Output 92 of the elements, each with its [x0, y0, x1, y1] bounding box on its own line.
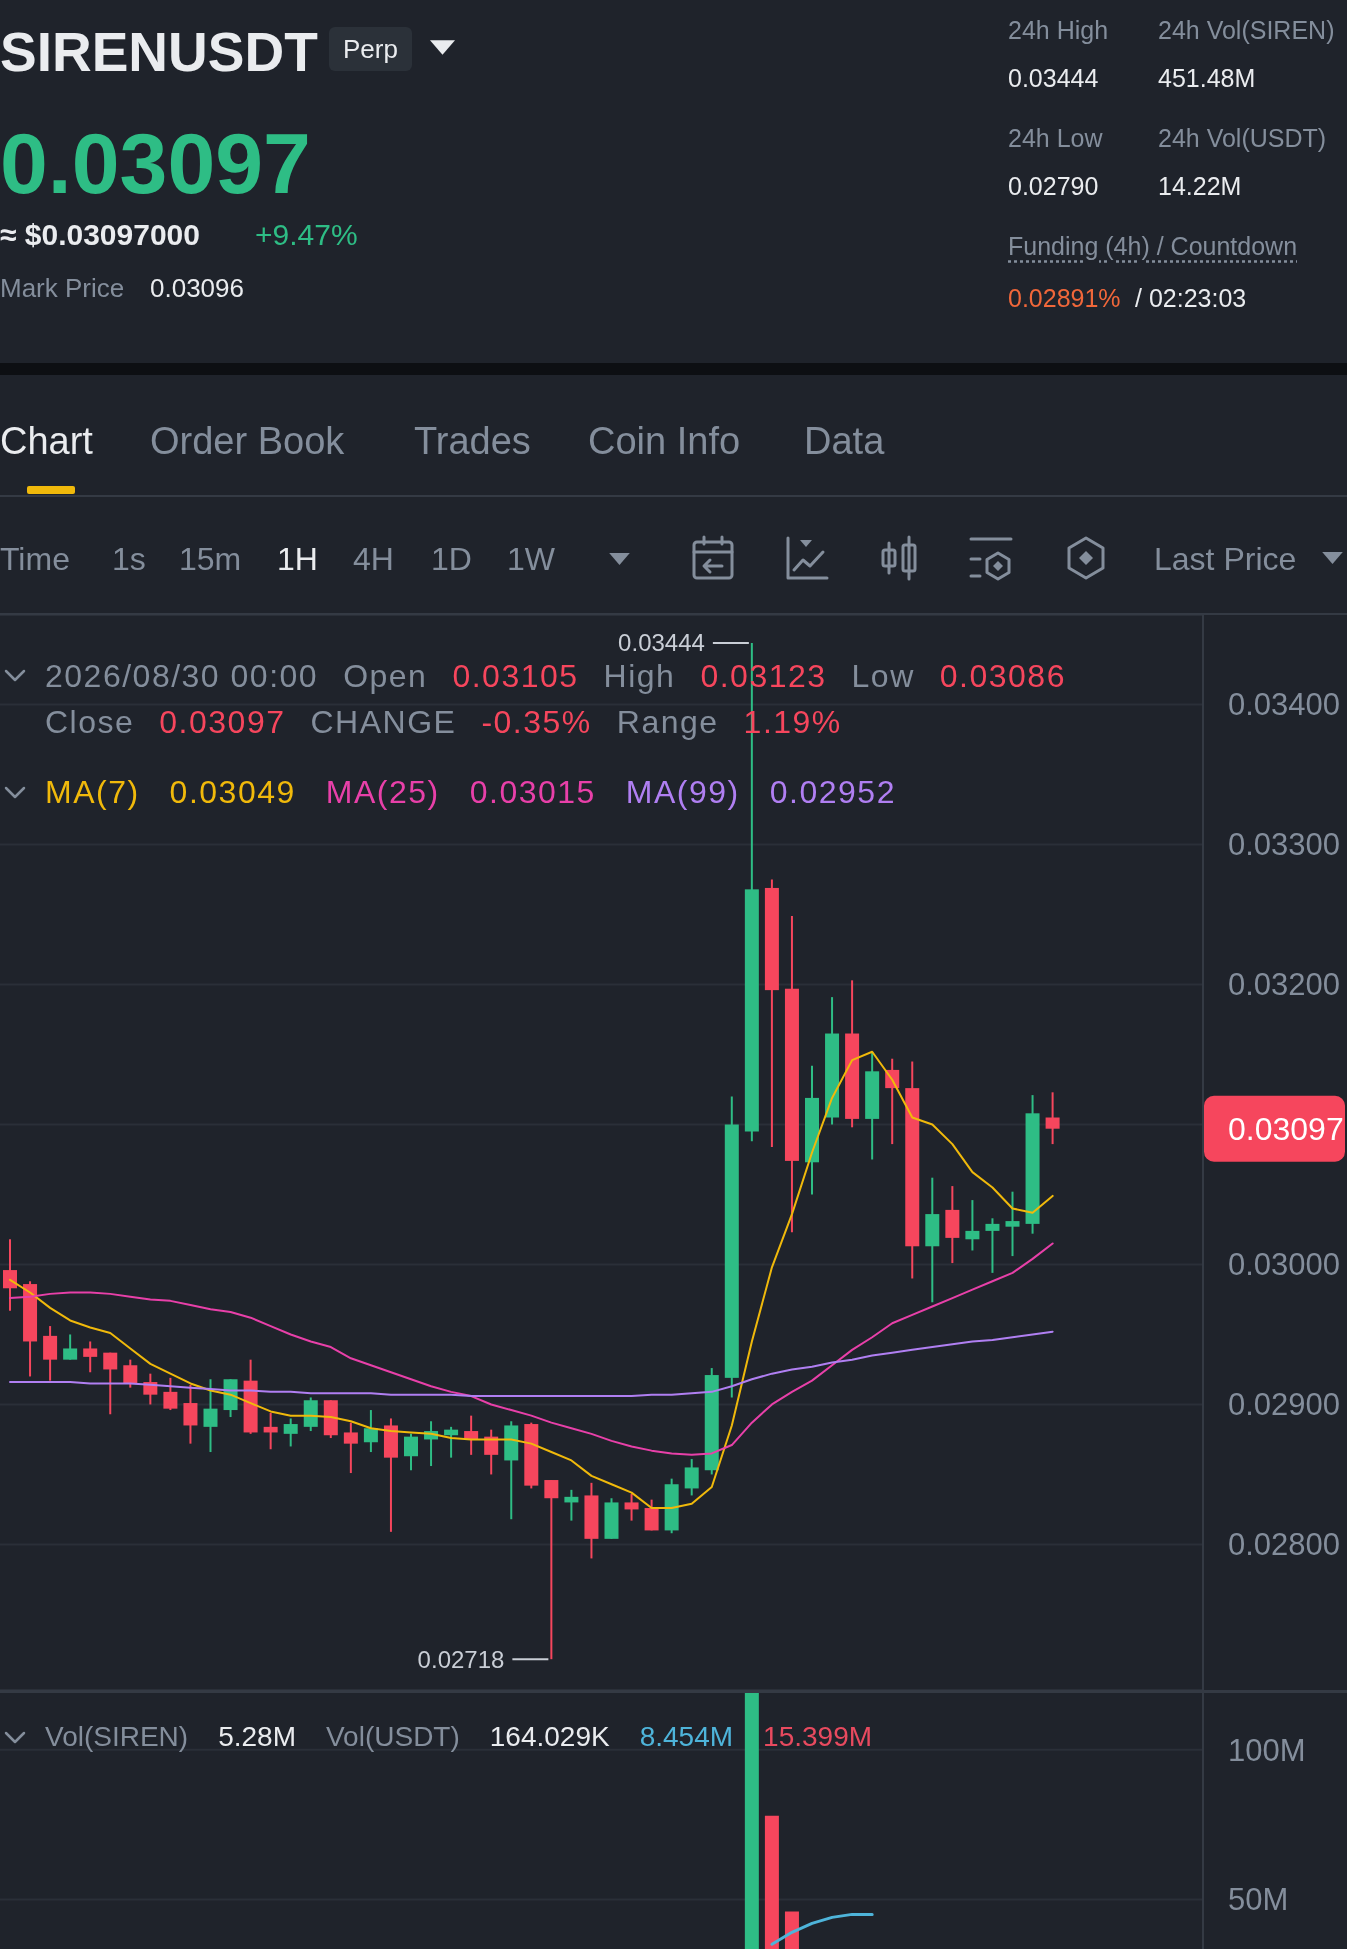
text: Trades [414, 419, 531, 463]
candlestick [965, 1199, 980, 1252]
annotation: 8.454M [639, 1721, 734, 1753]
text: MA(7) [45, 774, 140, 810]
candlestick [564, 1488, 579, 1522]
candlestick [3, 1238, 17, 1312]
candlestick [1045, 1091, 1060, 1146]
candlestick [163, 1376, 178, 1412]
annotation: 0.02952 [769, 774, 896, 810]
candlestick [624, 1493, 639, 1522]
text: ≈ $0.03097000 [0, 216, 200, 252]
candlestick [123, 1358, 138, 1389]
text: 0.03097 [0, 113, 311, 213]
candlestick [203, 1378, 218, 1454]
candlestick [644, 1498, 659, 1532]
annotation: 0.03444 [618, 629, 705, 657]
text: Order Book [150, 419, 345, 463]
text: Last Price [1154, 540, 1297, 578]
annotation: 0.03105 [452, 658, 579, 694]
candlestick [544, 1479, 559, 1661]
candlestick [1005, 1190, 1020, 1258]
annotation: 0.02718 [417, 1645, 505, 1673]
text: 24h Low [1008, 123, 1103, 153]
y-tick-label: 0.03000 [1228, 1247, 1341, 1283]
annotation: Vol(SIREN) [45, 1721, 189, 1753]
annotation: 5.28M [218, 1721, 296, 1753]
line-series [9, 1242, 1054, 1456]
candlestick [283, 1417, 298, 1448]
text: 1H [277, 540, 318, 578]
annotation: High [603, 658, 676, 694]
annotation: 0.03097 [159, 704, 286, 740]
candlestick [684, 1458, 699, 1497]
annotation: Low [851, 658, 915, 694]
text: 0.02891% [1008, 283, 1121, 313]
text: 24h Vol(SIREN) [1158, 15, 1335, 45]
candlestick [63, 1333, 78, 1361]
annotation: 164.029K [489, 1721, 610, 1753]
annotation: 0.03015 [469, 774, 596, 810]
candlestick [363, 1409, 378, 1454]
candlestick [43, 1325, 58, 1382]
text: MA(99) [625, 774, 740, 810]
candlestick [444, 1425, 459, 1459]
candlestick [343, 1421, 358, 1475]
text: Coin Info [588, 419, 741, 463]
annotation: Vol(USDT) [325, 1721, 460, 1753]
text: +9.47% [255, 216, 358, 252]
text: / 02:23:03 [1135, 283, 1247, 313]
text: 24h High [1008, 15, 1109, 45]
y-tick-label: 50M [1228, 1882, 1289, 1918]
annotation: CHANGE [310, 704, 457, 740]
text: 0.03444 [1008, 63, 1099, 93]
text: MA(25) [325, 774, 440, 810]
y-tick-label: 0.02900 [1228, 1387, 1341, 1423]
y-tick-label: 100M [1228, 1732, 1306, 1768]
line-series [9, 1330, 1054, 1398]
text: Chart [0, 419, 93, 463]
text: 0.03096 [150, 273, 244, 303]
annotation: 2026/08/30 00:00 [45, 658, 319, 694]
annotation: 0.03086 [939, 658, 1066, 694]
annotation: Range [616, 704, 719, 740]
y-tick-label: 0.03400 [1228, 687, 1341, 723]
y-tick-label: 0.03200 [1228, 967, 1341, 1003]
text: Mark Price [0, 273, 125, 303]
text: Perp [329, 27, 412, 71]
text: 1W [507, 540, 555, 578]
text: 14.22M [1158, 171, 1242, 201]
text: 4H [353, 540, 394, 578]
text: 15m [179, 540, 242, 578]
candlestick [103, 1351, 118, 1416]
text: SIRENUSDT [0, 20, 318, 84]
line-series [770, 1912, 874, 1946]
y-tick-label: 0.03300 [1228, 827, 1341, 863]
annotation: Close [45, 704, 135, 740]
candlestick [404, 1432, 418, 1472]
annotation: 0.03049 [169, 774, 296, 810]
candlestick [83, 1340, 98, 1374]
text: Data [804, 419, 885, 463]
text: Funding (4h) / Countdown [1008, 231, 1298, 261]
candlestick [985, 1217, 1000, 1274]
y-tick-label: 0.02800 [1228, 1527, 1341, 1563]
text: 0.02790 [1008, 171, 1099, 201]
annotation: 15.399M [763, 1721, 873, 1753]
candlestick [183, 1383, 198, 1445]
text: 451.48M [1158, 63, 1256, 93]
annotation: -0.35% [481, 704, 592, 740]
text: 1D [431, 540, 472, 578]
text: 24h Vol(USDT) [1158, 123, 1327, 153]
text: 1s [112, 540, 146, 578]
text: 0.03097 [1228, 1110, 1344, 1147]
text: Time [0, 540, 70, 578]
annotation: Open [343, 658, 428, 694]
candlestick [263, 1411, 278, 1451]
